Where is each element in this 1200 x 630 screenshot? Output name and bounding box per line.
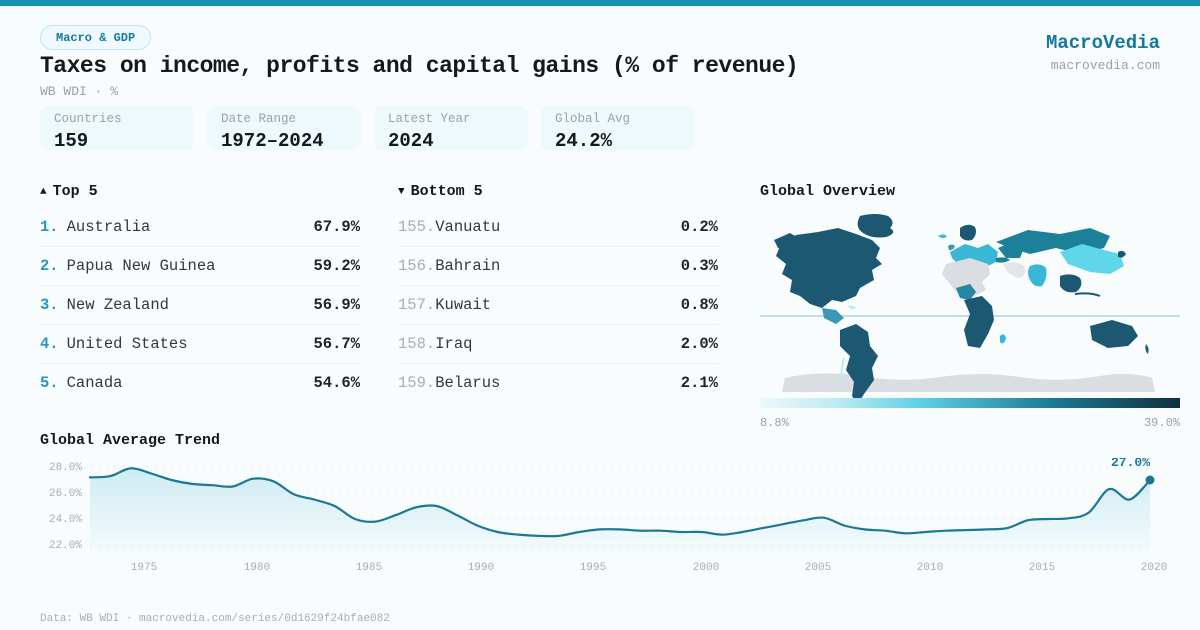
svg-text:1975: 1975 [131,562,157,574]
svg-text:26.0%: 26.0% [49,488,82,500]
svg-text:1980: 1980 [244,562,270,574]
svg-text:2015: 2015 [1029,562,1055,574]
svg-text:28.0%: 28.0% [49,462,82,474]
svg-text:1995: 1995 [580,562,606,574]
svg-text:2005: 2005 [805,562,831,574]
svg-text:1990: 1990 [468,562,494,574]
svg-text:1985: 1985 [356,562,382,574]
svg-text:2000: 2000 [693,562,719,574]
svg-text:22.0%: 22.0% [49,540,82,552]
svg-text:2010: 2010 [917,562,943,574]
svg-text:27.0%: 27.0% [1111,458,1150,470]
svg-text:24.0%: 24.0% [49,514,82,526]
svg-text:2020: 2020 [1141,562,1167,574]
